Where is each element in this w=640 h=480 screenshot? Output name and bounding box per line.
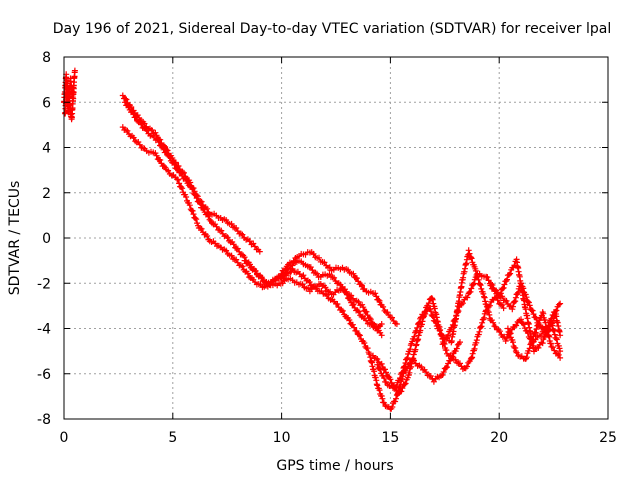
- x-tick-label: 0: [60, 430, 69, 446]
- axis-ticks: [63, 56, 609, 420]
- y-axis-label: SDTVAR / TECUs: [7, 181, 23, 296]
- x-tick-label: 5: [168, 430, 177, 446]
- x-tick-label: 25: [599, 430, 617, 446]
- y-tick-label: 2: [42, 186, 51, 202]
- series-satellite-arc-4: [121, 99, 385, 331]
- series-plus-markers: [62, 80, 77, 123]
- x-tick-label: 15: [381, 430, 399, 446]
- series-line: [122, 126, 383, 336]
- y-tick-label: 8: [42, 50, 51, 66]
- x-axis-label: GPS time / hours: [276, 458, 393, 474]
- grid-lines: [64, 57, 608, 419]
- series-plus-markers: [119, 92, 263, 255]
- chart-title: Day 196 of 2021, Sidereal Day-to-day VTE…: [53, 21, 611, 37]
- y-tick-labels: -8 -6 -4 -2 0 2 4 6 8: [37, 50, 51, 428]
- x-tick-label: 20: [490, 430, 508, 446]
- x-tick-labels: 0 5 10 15 20 25: [60, 430, 617, 446]
- data-series: [61, 67, 564, 412]
- series-plus-markers: [504, 309, 564, 362]
- y-tick-label: -4: [37, 322, 51, 338]
- y-tick-label: 0: [42, 231, 51, 247]
- y-tick-label: 4: [42, 141, 51, 157]
- series-line: [124, 101, 383, 330]
- y-tick-label: -2: [37, 276, 51, 292]
- series-plus-markers: [241, 249, 400, 327]
- x-tick-label: 10: [273, 430, 291, 446]
- series-plus-markers: [119, 124, 385, 339]
- series-satellite-arc-5: [119, 124, 385, 339]
- series-satellite-arc-12: [504, 309, 564, 362]
- y-tick-label: -6: [37, 367, 51, 383]
- series-plus-markers: [121, 99, 385, 331]
- series-satellite-arc-3: [119, 92, 263, 255]
- series-satellite-arc-6: [241, 249, 400, 327]
- y-tick-label: 6: [42, 95, 51, 111]
- y-tick-label: -8: [37, 412, 51, 428]
